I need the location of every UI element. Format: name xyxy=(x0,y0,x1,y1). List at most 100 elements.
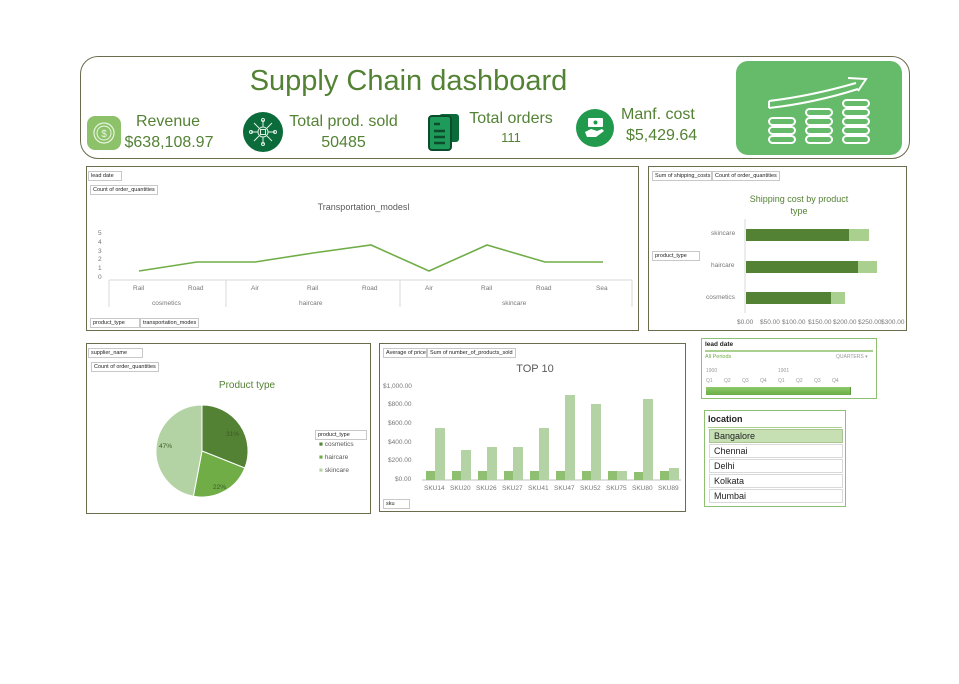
timeline-selection-bar[interactable] xyxy=(706,387,851,395)
x-tick: $100.00 xyxy=(782,319,806,326)
group-label: haircare xyxy=(299,300,323,307)
y-tick: 5 xyxy=(98,230,102,237)
y-tick: $800.00 xyxy=(388,401,412,408)
location-item-chennai[interactable]: Chennai xyxy=(709,444,843,458)
svg-text:$: $ xyxy=(101,129,107,140)
location-item-kolkata[interactable]: Kolkata xyxy=(709,474,843,488)
y-tick: haircare xyxy=(711,262,735,269)
kpi-manf-cost-value: $5,429.64 xyxy=(626,127,698,144)
x-tick: Road xyxy=(536,285,552,292)
shipping-costs-value-button[interactable]: Sum of shipping_costs xyxy=(652,171,712,181)
y-tick: $600.00 xyxy=(388,420,412,427)
x-tick: $150.00 xyxy=(808,319,832,326)
x-tick: Rail xyxy=(481,285,493,292)
x-tick: SKU26 xyxy=(476,485,497,492)
x-tick: SKU80 xyxy=(632,485,653,492)
all-periods-label[interactable]: All Periods xyxy=(705,354,732,360)
page-title: Supply Chain dashboard xyxy=(249,65,568,97)
shipping-cost-bar-chart-panel: Sum of shipping_costs Count of order_qua… xyxy=(648,166,907,331)
y-tick: 2 xyxy=(98,256,102,263)
line-chart-title: Transportation_modesl xyxy=(317,202,410,212)
x-tick: SKU14 xyxy=(424,485,445,492)
y-tick: 0 xyxy=(98,274,102,281)
location-item-bangalore[interactable]: Bangalore xyxy=(709,429,843,443)
x-tick: Sea xyxy=(596,285,608,292)
group-label: cosmetics xyxy=(152,300,181,307)
pie-label: 31% xyxy=(226,431,240,438)
value-field-button[interactable]: Count of order_quantities xyxy=(90,185,158,195)
kpi-orders-value: 111 xyxy=(501,130,521,145)
lead-date-filter-button[interactable]: lead date xyxy=(88,171,122,181)
time-unit-dropdown[interactable]: QUARTERS ▾ xyxy=(836,354,868,360)
x-tick: Air xyxy=(251,285,259,292)
location-item-delhi[interactable]: Delhi xyxy=(709,459,843,473)
x-tick: $250.00 xyxy=(858,319,882,326)
x-tick: Rail xyxy=(307,285,319,292)
y-tick: $200.00 xyxy=(388,457,412,464)
products-sold-value-button[interactable]: Sum of number_of_products_sold xyxy=(427,348,516,358)
location-item-mumbai[interactable]: Mumbai xyxy=(709,489,843,503)
kpi-manf-cost-label: Manf. cost xyxy=(621,106,695,123)
product-network-icon xyxy=(243,112,283,152)
kpi-orders-label: Total orders xyxy=(469,110,553,127)
average-price-value-button[interactable]: Average of price xyxy=(383,348,427,358)
y-tick: 3 xyxy=(98,248,102,255)
x-tick: Road xyxy=(362,285,378,292)
y-tick: 1 xyxy=(98,265,102,272)
pie-slices xyxy=(155,404,249,498)
dollar-coin-icon: $ xyxy=(87,116,121,150)
cash-hand-icon xyxy=(576,109,614,147)
location-slicer-title: location xyxy=(708,414,743,424)
supplier-name-filter-button[interactable]: supplier_name xyxy=(88,348,143,358)
y-tick: $1,000.00 xyxy=(383,383,412,390)
product-type-axis-button[interactable]: product_type xyxy=(652,251,700,261)
x-tick: Rail xyxy=(133,285,145,292)
x-tick: $300.00 xyxy=(881,319,905,326)
pie-label: 22% xyxy=(213,484,227,491)
order-quantities-value-button[interactable]: Count of order_quantities xyxy=(712,171,780,181)
kpi-revenue-value: $638,108.97 xyxy=(124,134,214,151)
transportation-modes-axis-button[interactable]: transportation_modes xyxy=(140,318,200,328)
y-tick: cosmetics xyxy=(706,294,735,301)
x-tick: $200.00 xyxy=(833,319,857,326)
receipt-icon xyxy=(427,112,461,152)
group-label: skincare xyxy=(502,300,527,307)
year-label: 1901 xyxy=(778,368,790,374)
kpi-revenue-label: Revenue xyxy=(135,113,201,130)
x-tick: SKU41 xyxy=(528,485,549,492)
top10-bars xyxy=(422,395,681,481)
product-type-legend-button[interactable]: product_type xyxy=(315,430,367,440)
y-tick: skincare xyxy=(711,230,736,237)
sku-axis-button[interactable]: sku xyxy=(383,499,410,509)
legend-item-cosmetics: ■ cosmetics xyxy=(319,441,354,448)
slicer-divider xyxy=(708,427,842,428)
top10-bar-chart-panel: Average of price Sum of number_of_produc… xyxy=(379,343,686,512)
x-tick: SKU89 xyxy=(658,485,679,492)
y-tick: 4 xyxy=(98,239,102,246)
legend-item-skincare: ■ skincare xyxy=(319,467,349,474)
transportation-line-chart-panel: lead date Count of order_quantities Tran… xyxy=(86,166,639,331)
y-tick: $0.00 xyxy=(395,476,412,483)
y-tick: $400.00 xyxy=(388,439,412,446)
product-type-axis-button[interactable]: product_type xyxy=(90,318,140,328)
quarter-labels: Q1 Q2 Q3 Q4 Q1 Q2 Q3 Q4 xyxy=(706,378,839,384)
kpi-products-sold-label: Total prod. sold xyxy=(289,113,398,130)
lead-date-timeline: lead date All Periods QUARTERS ▾ 1900 19… xyxy=(701,338,877,399)
x-tick: Road xyxy=(188,285,204,292)
x-tick: Air xyxy=(425,285,433,292)
timeline-divider xyxy=(705,350,873,352)
x-tick: SKU52 xyxy=(580,485,601,492)
pie-label: 47% xyxy=(159,443,173,450)
timeline-title: lead date xyxy=(705,341,734,348)
dashboard-header: Supply Chain dashboard $ Revenue $638,10… xyxy=(80,56,910,159)
location-slicer: location Bangalore Chennai Delhi Kolkata… xyxy=(704,410,846,507)
x-tick: SKU27 xyxy=(502,485,523,492)
value-field-button[interactable]: Count of order_quantities xyxy=(91,362,159,372)
year-label: 1900 xyxy=(706,368,718,374)
growth-coins-chart-icon xyxy=(736,61,902,155)
line-series xyxy=(108,244,633,307)
x-tick: SKU47 xyxy=(554,485,575,492)
shipping-bars xyxy=(744,219,877,313)
legend-item-haircare: ■ haircare xyxy=(319,454,349,461)
x-tick: $0.00 xyxy=(737,319,754,326)
